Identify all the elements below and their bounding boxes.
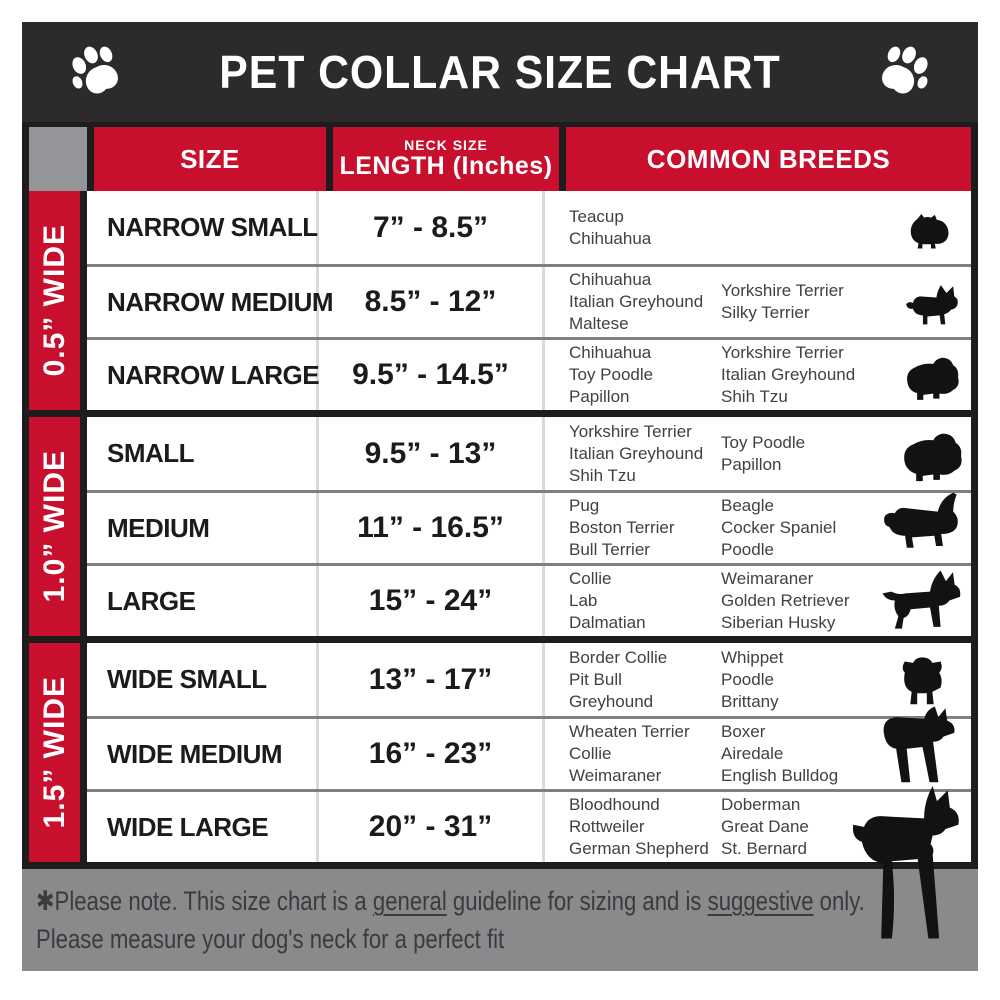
table-row: LARGE 15” - 24” Collie Lab Dalmatian Wei…	[87, 563, 971, 636]
width-band-label: 1.5” WIDE	[37, 676, 71, 829]
length-value: 9.5” - 14.5”	[319, 340, 545, 410]
length-value: 16” - 23”	[319, 719, 545, 789]
breeds-list: Toy Poodle Papillon	[721, 432, 806, 474]
table-header-row: SIZE NECK SIZE LENGTH (Inches) COMMON BR…	[29, 127, 971, 191]
breeds-list: Whippet Poodle Brittany	[721, 647, 784, 711]
footer-line-1: ✱Please note. This size chart is a gener…	[36, 886, 865, 916]
size-label: WIDE SMALL	[87, 643, 319, 716]
yorkshire-terrier-icon	[910, 213, 949, 249]
german-shepherd-icon	[882, 570, 961, 629]
size-label: WIDE MEDIUM	[87, 719, 319, 789]
footer-note-text: ✱Please note. This size chart is a gener…	[36, 882, 1000, 958]
breeds-list: Pug Boston Terrier Bull Terrier	[569, 496, 675, 559]
breeds-list: Doberman Great Dane St. Bernard	[721, 795, 809, 858]
breeds-cell: Pug Boston Terrier Bull Terrier Beagle C…	[545, 492, 971, 563]
width-band-label: 1.0” WIDE	[37, 450, 71, 603]
breeds-cell: Yorkshire Terrier Italian Greyhound Shih…	[545, 417, 971, 490]
beagle-icon	[884, 492, 958, 548]
corner-cell	[29, 127, 87, 191]
length-value: 9.5” - 13”	[319, 417, 545, 490]
breeds-list: Weimaraner Golden Retriever Siberian Hus…	[721, 569, 850, 632]
table-row: WIDE LARGE 20” - 31” Bloodhound Rottweil…	[87, 786, 971, 939]
length-value: 20” - 31”	[319, 792, 545, 862]
breeds-list: Wheaten Terrier Collie Weimaraner	[569, 722, 690, 785]
length-value: 13” - 17”	[319, 643, 545, 716]
table-row: NARROW SMALL 7” - 8.5” Teacup Chihuahua	[87, 191, 971, 264]
size-label: NARROW MEDIUM	[87, 267, 334, 337]
table-row: NARROW MEDIUM 8.5” - 12” Chihuahua Itali…	[87, 264, 971, 337]
neck-size-sublabel: NECK SIZE	[404, 137, 488, 153]
length-value: 15” - 24”	[319, 566, 545, 636]
breeds-list: Beagle Cocker Spaniel Poodle	[721, 496, 837, 559]
breeds-cell: Wheaten Terrier Collie Weimaraner Boxer …	[545, 706, 971, 789]
size-label: LARGE	[87, 566, 319, 636]
column-header-common-breeds: COMMON BREEDS	[566, 127, 971, 191]
breeds-cell: Chihuahua Italian Greyhound Maltese York…	[545, 267, 971, 337]
page-title: PET COLLAR SIZE CHART	[219, 46, 781, 98]
breeds-cell: Border Collie Pit Bull Greyhound Whippet…	[545, 643, 971, 716]
table-row: WIDE MEDIUM 16” - 23” Wheaten Terrier Co…	[87, 706, 971, 789]
width-band-1-5: 1.5” WIDE	[29, 643, 87, 862]
breeds-list: Chihuahua Toy Poodle Papillon	[569, 343, 654, 406]
breeds-list: Chihuahua Italian Greyhound Maltese	[569, 270, 704, 333]
size-chart-table: SIZE NECK SIZE LENGTH (Inches) COMMON BR…	[22, 122, 978, 939]
pekingese-icon	[904, 433, 962, 482]
width-group-1-5: 1.5” WIDE WIDE SMALL 13” - 17” Border Co…	[29, 636, 971, 939]
column-header-size: SIZE	[94, 127, 326, 191]
breeds-cell: Collie Lab Dalmatian Weimaraner Golden R…	[545, 566, 971, 636]
table-row: NARROW LARGE 9.5” - 14.5” Chihuahua Toy …	[87, 337, 971, 410]
size-label: NARROW LARGE	[87, 340, 320, 410]
width-group-1-0: 1.0” WIDE SMALL 9.5” - 13” Yorkshire Ter…	[29, 410, 971, 636]
width-band-0-5: 0.5” WIDE	[29, 191, 87, 410]
underlined-word: general	[372, 886, 447, 916]
length-value: 8.5” - 12”	[319, 267, 545, 337]
breeds-list: Yorkshire Terrier Italian Greyhound Shih…	[569, 421, 704, 485]
footer-line-2: Please measure your dog's neck for a per…	[36, 924, 505, 954]
underlined-word: suggestive	[707, 886, 814, 916]
breeds-list: Border Collie Pit Bull Greyhound	[569, 647, 668, 711]
breeds-cell: Teacup Chihuahua	[545, 191, 971, 264]
width-band-1-0: 1.0” WIDE	[29, 417, 87, 636]
footer-note: ✱Please note. This size chart is a gener…	[22, 869, 978, 971]
column-header-neck-size: NECK SIZE LENGTH (Inches)	[333, 127, 559, 191]
bulldog-icon	[902, 657, 942, 705]
paw-icon	[72, 46, 118, 94]
breeds-cell: Bloodhound Rottweiler German Shepherd Do…	[545, 786, 971, 939]
size-label: WIDE LARGE	[87, 792, 319, 862]
pit-bull-icon	[883, 706, 955, 783]
neck-size-label: LENGTH (Inches)	[339, 152, 553, 180]
breeds-list: Yorkshire Terrier Silky Terrier	[721, 281, 844, 322]
width-band-label: 0.5” WIDE	[37, 224, 71, 377]
size-label: NARROW SMALL	[87, 191, 319, 264]
size-label: MEDIUM	[87, 493, 319, 563]
length-value: 11” - 16.5”	[319, 493, 545, 563]
shih-tzu-icon	[907, 358, 959, 401]
breeds-list: Boxer Airedale English Bulldog	[721, 722, 839, 785]
length-value: 7” - 8.5”	[319, 191, 545, 264]
width-group-0-5: 0.5” WIDE NARROW SMALL 7” - 8.5” Teacup …	[29, 191, 971, 410]
table-row: MEDIUM 11” - 16.5” Pug Boston Terrier Bu…	[87, 490, 971, 563]
table-row: WIDE SMALL 13” - 17” Border Collie Pit B…	[87, 643, 971, 716]
breeds-list: Bloodhound Rottweiler German Shepherd	[569, 795, 709, 858]
size-label: SMALL	[87, 417, 319, 490]
breeds-cell: Chihuahua Toy Poodle Papillon Yorkshire …	[545, 340, 971, 410]
breeds-list: Collie Lab Dalmatian	[569, 569, 646, 632]
table-row: SMALL 9.5” - 13” Yorkshire Terrier Itali…	[87, 417, 971, 490]
breeds-list: Teacup Chihuahua	[569, 206, 652, 248]
title-bar: PET COLLAR SIZE CHART	[22, 22, 978, 122]
breeds-list: Yorkshire Terrier Italian Greyhound Shih…	[721, 343, 856, 406]
paw-icon	[882, 46, 928, 94]
chihuahua-icon	[906, 285, 958, 325]
doberman-icon	[852, 786, 959, 939]
